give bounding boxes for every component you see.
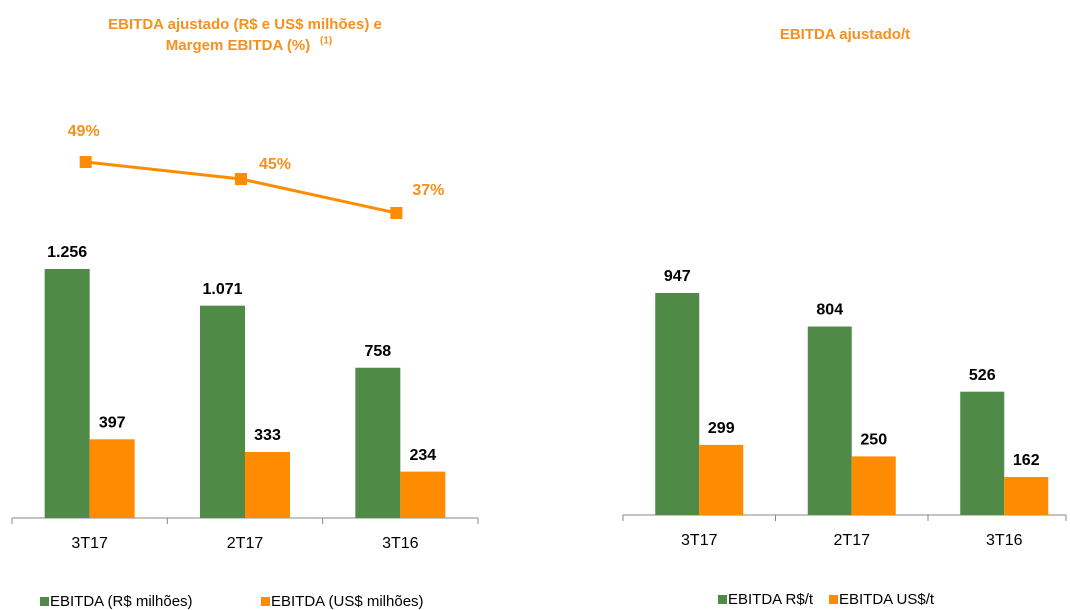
line-marker — [235, 173, 247, 185]
value-label: 804 — [816, 302, 843, 319]
line-marker — [79, 156, 92, 168]
bar — [89, 439, 135, 518]
value-label: 234 — [409, 447, 436, 464]
value-label: 1.071 — [202, 281, 242, 298]
legend-swatch — [718, 595, 727, 604]
x-tick-label: 3T16 — [986, 532, 1023, 549]
value-label: 333 — [254, 427, 281, 444]
value-label: 162 — [1013, 452, 1040, 469]
bar — [355, 367, 401, 518]
line-marker — [390, 207, 403, 219]
value-label: 758 — [364, 343, 391, 360]
margin-label: 37% — [412, 182, 444, 199]
bar — [851, 456, 896, 515]
chart-title: EBITDA ajustado/t — [780, 26, 910, 43]
legend-swatch — [261, 597, 270, 606]
value-label: 526 — [969, 367, 996, 384]
bar — [44, 269, 90, 518]
x-tick-label: 3T16 — [382, 535, 419, 552]
value-label: 397 — [99, 415, 126, 432]
bar — [655, 293, 700, 515]
bar — [807, 326, 852, 515]
legend-swatch — [40, 597, 49, 606]
legend-label: EBITDA (US$ milhões) — [271, 593, 424, 610]
x-tick-label: 3T17 — [681, 532, 718, 549]
chart-title-line2: Margem EBITDA (%) — [166, 37, 310, 54]
chart-title: EBITDA ajustado (R$ e US$ milhões) e — [108, 16, 382, 33]
x-tick-label: 2T17 — [834, 532, 871, 549]
legend-label: EBITDA R$/t — [728, 591, 814, 608]
bar — [400, 471, 446, 518]
bar — [245, 451, 290, 518]
legend-label: EBITDA US$/t — [839, 591, 935, 608]
margin-line — [85, 160, 397, 215]
x-tick-label: 2T17 — [227, 535, 264, 552]
value-label: 1.256 — [47, 244, 87, 261]
value-label: 250 — [860, 432, 887, 449]
value-label: 299 — [708, 420, 735, 437]
legend-label: EBITDA (R$ milhões) — [50, 593, 193, 610]
bar — [699, 444, 744, 515]
bar — [200, 305, 245, 518]
value-label: 947 — [664, 268, 691, 285]
title-note: (1) — [320, 36, 332, 47]
margin-label: 45% — [259, 156, 291, 173]
bar — [1004, 477, 1049, 515]
margin-label: 49% — [68, 123, 100, 140]
x-tick-label: 3T17 — [71, 535, 108, 552]
bar — [960, 391, 1005, 515]
legend-swatch — [829, 595, 838, 604]
